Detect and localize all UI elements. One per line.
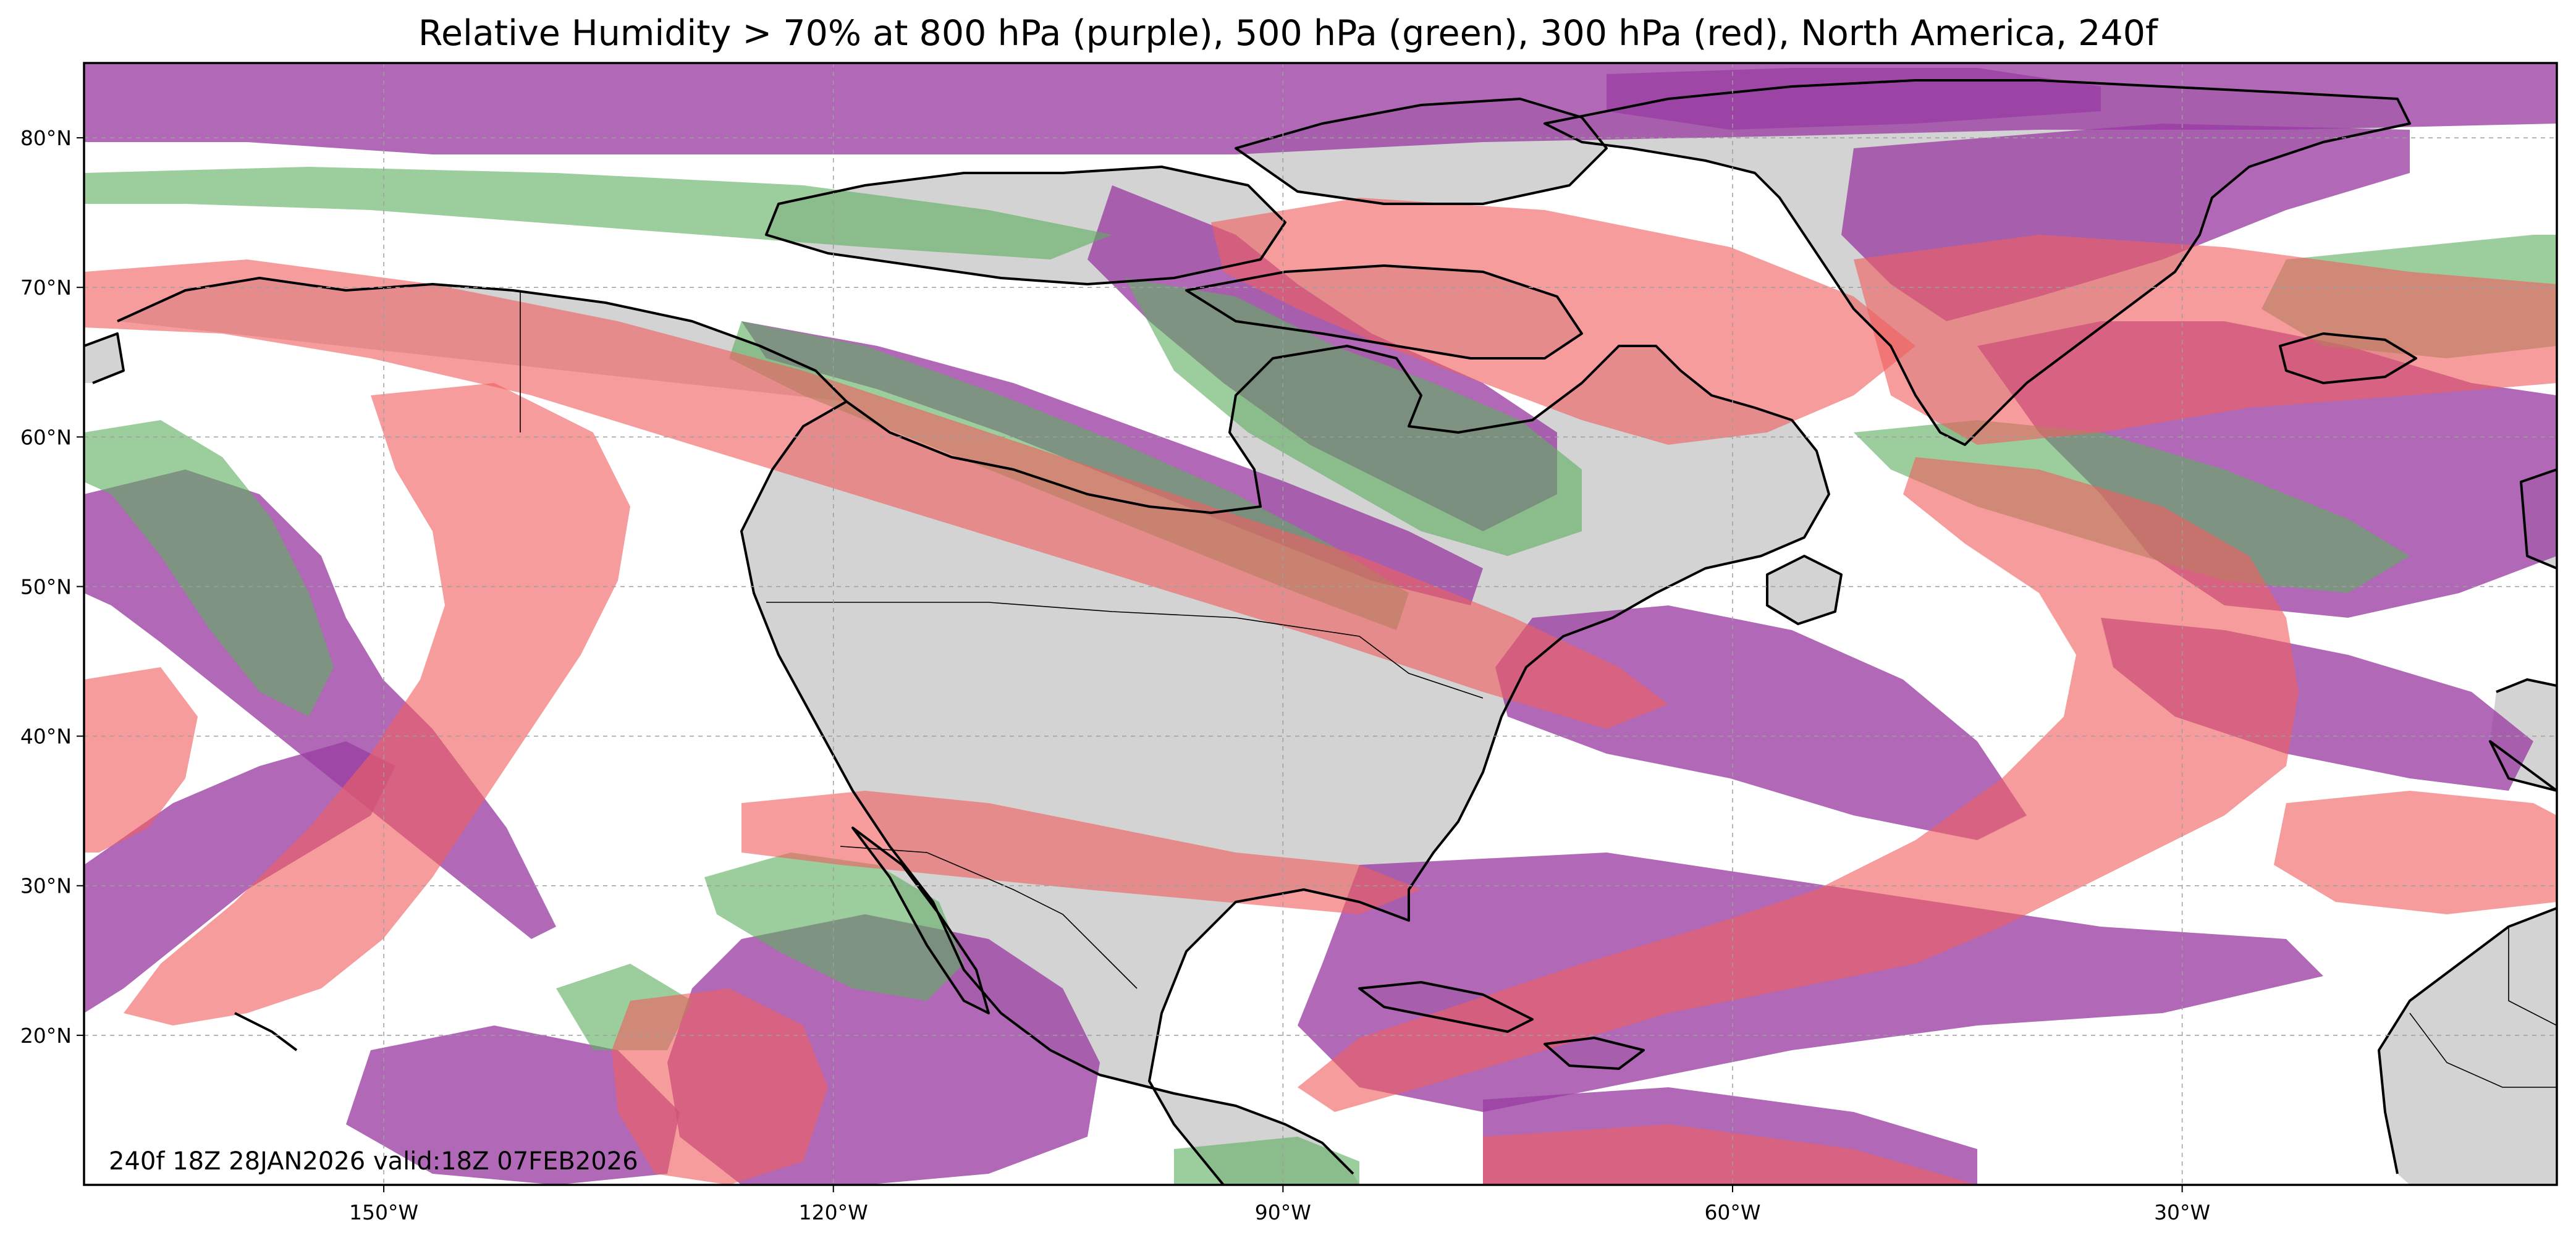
lat-tick-label: 40°N bbox=[20, 725, 72, 749]
political-borders bbox=[520, 290, 2557, 1088]
gridlines bbox=[84, 63, 2557, 1185]
valid-time-stamp: 240f 18Z 28JAN2026 valid:18Z 07FEB2026 bbox=[109, 1147, 638, 1176]
lat-tick-label: 50°N bbox=[20, 575, 72, 599]
rh-300hpa-layer bbox=[84, 198, 2557, 1185]
axis-ticks: 150°W 120°W 90°W 60°W 30°W 20°N 30°N 40°N 50°N 60… bbox=[20, 126, 2210, 1224]
map-frame bbox=[83, 62, 2558, 1186]
lat-tick-label: 30°N bbox=[20, 874, 72, 898]
lon-tick-label: 30°W bbox=[2154, 1200, 2210, 1224]
lat-tick-label: 80°N bbox=[20, 126, 72, 150]
lon-tick-label: 120°W bbox=[799, 1200, 868, 1224]
lat-tick-label: 60°N bbox=[20, 425, 72, 449]
map-title: Relative Humidity > 70% at 800 hPa (purp… bbox=[418, 13, 2158, 54]
lon-tick-label: 150°W bbox=[349, 1200, 418, 1224]
lon-tick-label: 90°W bbox=[1255, 1200, 1311, 1224]
lon-tick-label: 60°W bbox=[1704, 1200, 1760, 1224]
coastlines bbox=[84, 79, 2557, 1185]
lat-tick-label: 70°N bbox=[20, 276, 72, 300]
lat-tick-label: 20°N bbox=[20, 1024, 72, 1048]
